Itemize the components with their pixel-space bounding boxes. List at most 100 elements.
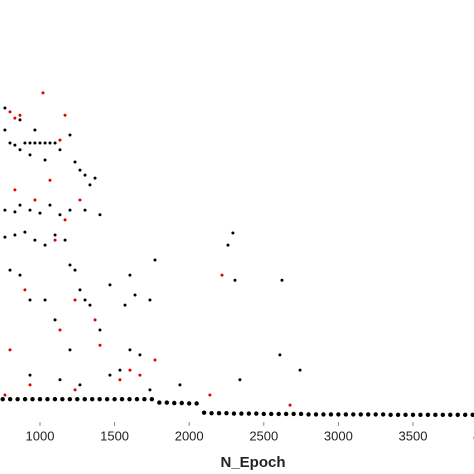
point (41, 91, 45, 95)
point (226, 243, 230, 247)
point (83, 208, 87, 212)
point (78, 198, 82, 202)
point (28, 153, 32, 157)
point (239, 411, 244, 416)
point (43, 158, 47, 162)
point (254, 411, 259, 416)
point (172, 400, 177, 406)
point (351, 412, 356, 417)
point (134, 397, 140, 402)
point (216, 410, 222, 416)
point (60, 397, 65, 402)
point (73, 160, 77, 164)
point (403, 412, 408, 418)
point (58, 148, 62, 152)
point (73, 268, 77, 272)
point (278, 353, 282, 357)
point (142, 397, 147, 402)
point (261, 411, 266, 417)
x-tick-label: 3500 (399, 428, 428, 443)
point (98, 343, 102, 347)
point (231, 231, 235, 235)
point (38, 211, 42, 215)
point (38, 141, 42, 145)
point (358, 412, 363, 417)
x-tick-label: 1500 (100, 428, 129, 443)
point (153, 358, 157, 362)
point (321, 412, 326, 417)
point (127, 397, 132, 402)
point (83, 173, 87, 177)
point (138, 353, 142, 357)
point (33, 238, 37, 242)
point (8, 141, 12, 145)
point (280, 278, 284, 282)
point (23, 230, 27, 234)
point (380, 412, 386, 417)
point (28, 383, 32, 387)
point (18, 273, 22, 277)
point (78, 168, 82, 172)
x-tick-label: 2000 (175, 428, 204, 443)
point (67, 397, 73, 402)
point (306, 412, 311, 417)
point (291, 411, 296, 417)
point (73, 298, 77, 302)
point (220, 273, 224, 277)
point (336, 412, 341, 417)
point (8, 110, 12, 114)
point (43, 141, 47, 145)
point (33, 128, 37, 132)
point (462, 412, 468, 418)
point (88, 303, 92, 307)
point (98, 328, 102, 332)
point (58, 138, 62, 142)
point (108, 283, 112, 287)
point (209, 410, 214, 416)
point (133, 293, 137, 297)
point (138, 373, 142, 377)
point (78, 288, 82, 292)
point (68, 133, 72, 137)
point (82, 397, 87, 402)
point (395, 412, 401, 418)
point (33, 198, 37, 202)
point (33, 141, 37, 145)
point (30, 397, 35, 402)
x-tick-label: 2500 (249, 428, 278, 443)
point (298, 411, 304, 417)
point (119, 397, 125, 402)
point (53, 141, 57, 145)
point (118, 378, 122, 382)
point (58, 328, 62, 332)
point (418, 412, 423, 418)
point (276, 411, 281, 417)
point (63, 238, 67, 242)
point (455, 412, 460, 418)
point (128, 273, 132, 277)
point (148, 298, 152, 302)
point (3, 208, 7, 212)
point (128, 368, 132, 372)
point (53, 233, 57, 237)
point (63, 113, 67, 117)
point (23, 141, 27, 145)
point (108, 373, 112, 377)
point (231, 411, 237, 416)
point (15, 397, 20, 402)
point (18, 113, 22, 117)
point (118, 368, 122, 372)
point (90, 397, 95, 402)
point (123, 303, 127, 307)
point (58, 213, 62, 217)
point (28, 141, 32, 145)
point (83, 298, 87, 302)
point (18, 118, 22, 122)
point (37, 397, 43, 402)
point (8, 348, 12, 352)
point (97, 397, 102, 402)
point (45, 397, 50, 402)
point (68, 348, 72, 352)
point (149, 397, 155, 402)
point (388, 412, 393, 418)
